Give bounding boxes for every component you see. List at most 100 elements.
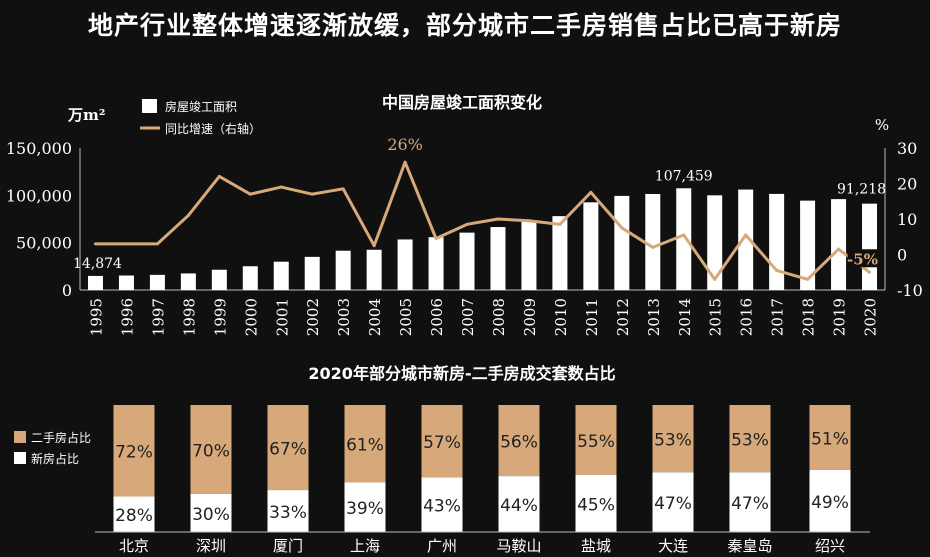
label-secondhand-share: 53% [731,431,769,451]
point-yoy-growth [713,277,717,281]
y2-tick-label: 0 [897,246,907,265]
bar-secondhand-share [267,405,309,491]
bar-completion-area [242,266,258,290]
x-tick-label: 1995 [87,298,105,336]
point-yoy-growth [868,270,872,274]
point-yoy-growth [651,245,655,249]
point-yoy-growth [403,160,407,164]
label-new-share: 43% [423,497,461,517]
bar-new-share [575,474,617,532]
chart2-title: 2020年部分城市新房-二手房成交套数占比 [308,364,615,383]
y2-tick-label: 20 [897,175,917,194]
bar-completion-area [645,194,661,290]
point-yoy-growth [837,247,841,251]
bar-completion-area [738,189,754,290]
bar-completion-area [490,227,506,290]
bar-secondhand-share [421,405,463,478]
point-yoy-growth [589,190,593,194]
bar-new-share [113,496,155,532]
bar-completion-area [459,232,475,290]
label-secondhand-share: 51% [811,429,849,449]
legend-label-line: 同比增速（右轴） [165,121,261,136]
line-yoy-growth [95,160,871,281]
bar-new-share [498,476,540,532]
label-secondhand-share: 55% [577,432,615,452]
x-tick-label: 2001 [273,298,291,336]
bar-secondhand-share [575,405,617,475]
y2-tick-label: 10 [897,210,917,229]
bar-completion-area [831,199,847,290]
label-new-share: 39% [346,499,384,519]
x-tick-label: 1997 [149,298,167,336]
label-new-share: 28% [115,506,153,526]
x-tick-label: 2011 [583,298,601,336]
label-secondhand-share: 57% [423,433,461,453]
y-tick-label: 0 [62,281,72,300]
x-tick-label-city: 大连 [658,537,688,555]
point-yoy-growth [496,217,500,221]
legend-label-bar: 房屋竣工面积 [165,99,237,114]
x-tick-label: 2019 [831,298,849,336]
bar-completion-area [397,239,413,290]
bar-secondhand-share [113,405,155,497]
x-tick-label: 2006 [428,298,446,336]
chart-title: 中国房屋竣工面积变化 [382,93,542,112]
point-yoy-growth [558,222,562,226]
bar-completion-area [428,237,444,290]
point-yoy-growth [310,192,314,196]
x-tick-label: 2000 [242,298,260,336]
y-tick-label: 150,000 [6,139,72,158]
y-tick-label: 100,000 [6,186,72,205]
bar-completion-area [149,274,165,290]
legend-swatch-bar [142,99,157,113]
point-yoy-growth [775,268,779,272]
x-tick-label: 2014 [676,298,694,336]
point-yoy-growth [434,237,438,241]
label-new-share: 45% [577,495,615,515]
legend-label-new: 新房占比 [31,451,79,466]
bar-new-share [652,472,694,532]
bar-completion-area [614,195,630,290]
point-yoy-growth [744,233,748,237]
bar-completion-area [366,249,382,290]
bar-new-share [267,490,309,532]
bar-secondhand-share [729,405,771,473]
bar-completion-area [800,200,816,290]
bar-new-share [344,482,386,532]
x-tick-label-city: 绍兴 [815,537,845,555]
point-yoy-growth [620,226,624,230]
bar-secondhand-share [652,405,694,473]
label-secondhand-share: 72% [115,443,153,463]
label-new-share: 33% [269,503,307,523]
x-tick-label: 1996 [118,298,136,336]
data-label-1995: 14,874 [73,256,122,272]
data-label-2014: 107,459 [655,168,713,184]
bar-completion-area [707,195,723,290]
bar-new-share [809,469,851,532]
point-yoy-growth [341,187,345,191]
x-tick-label: 2003 [335,298,353,336]
bar-completion-area [273,261,289,290]
point-yoy-growth [372,244,376,248]
x-tick-label: 2010 [552,298,570,336]
x-tick-label: 2012 [614,298,632,336]
bar-secondhand-share [809,405,851,470]
bar-secondhand-share [190,405,232,494]
bar-new-share [421,477,463,532]
label-new-share: 47% [654,494,692,514]
x-tick-label: 2015 [707,298,725,336]
x-tick-label: 2005 [397,298,415,336]
x-tick-label-city: 马鞍山 [496,537,541,555]
point-yoy-growth [682,233,686,237]
x-tick-label: 1999 [211,298,229,336]
bar-secondhand-share [498,405,540,477]
data-label-2005-growth: 26% [387,135,423,154]
bar-completion-area [335,250,351,290]
x-tick-label: 2009 [521,298,539,336]
label-new-share: 49% [811,493,849,513]
bar-completion-area [118,275,134,290]
bar-new-share [190,493,232,532]
x-tick-label: 2013 [645,298,663,336]
